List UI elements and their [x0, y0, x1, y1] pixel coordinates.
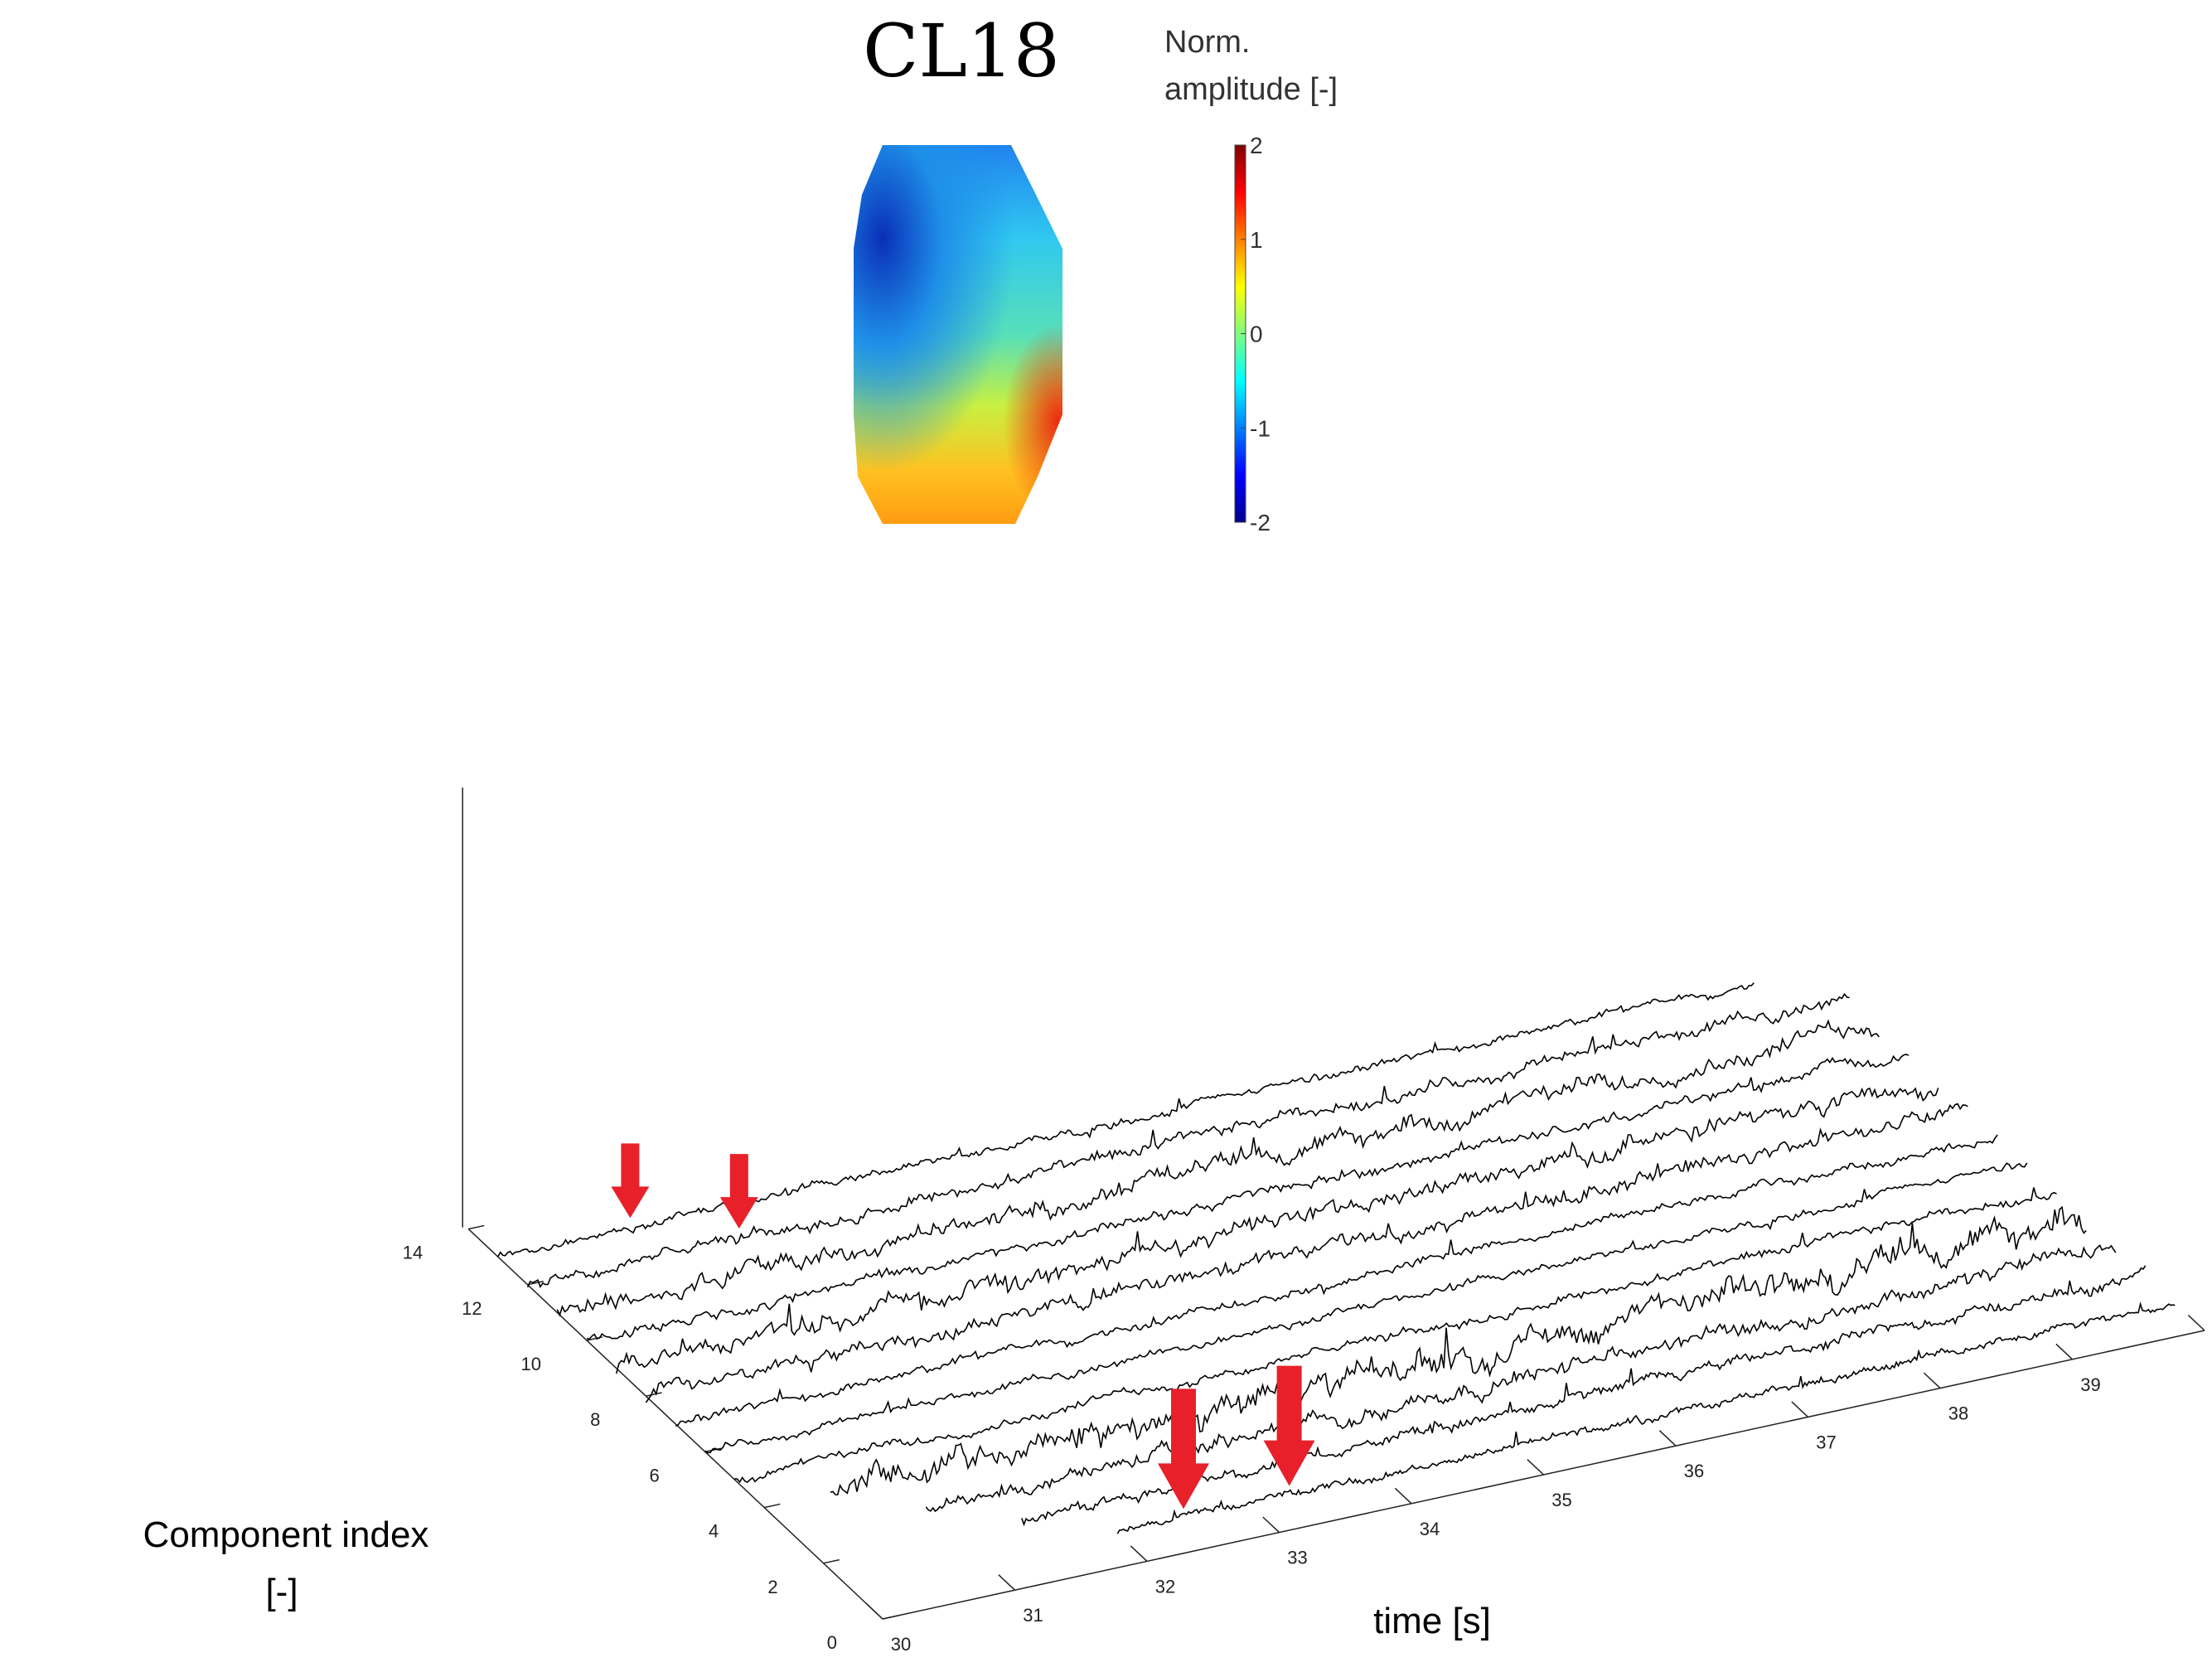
x-tick [1394, 1487, 1412, 1505]
colorbar-tick-label: -2 [1250, 510, 1271, 536]
y-axis-line [467, 1229, 883, 1620]
component-trace [734, 1187, 2057, 1484]
x-tick [1658, 1430, 1677, 1447]
component-trace [615, 1087, 1939, 1374]
component-trace [925, 1243, 2117, 1513]
y-tick-label: 12 [462, 1298, 482, 1319]
x-tick-label: 36 [1684, 1461, 1704, 1481]
y-tick [527, 1280, 544, 1286]
colorbar-label-line1: Norm. [1164, 25, 1250, 60]
y-tick-label: 8 [590, 1409, 600, 1430]
component-trace [586, 1054, 1909, 1340]
chart-title: CL18 [863, 8, 1060, 94]
y-tick [823, 1558, 840, 1564]
component-trace [704, 1162, 2028, 1454]
red-arrow-marker [719, 1154, 758, 1229]
axes-3d: 303132333435363738394002468101214 [403, 788, 2205, 1655]
colorbar-tick-label: 2 [1250, 133, 1263, 158]
x-tick [998, 1574, 1016, 1591]
y-tick [704, 1447, 722, 1453]
y-tick-label: 6 [650, 1465, 660, 1485]
x-tick [1130, 1545, 1148, 1562]
y-axis-label-line1: Component index [143, 1514, 429, 1555]
colorbar-ticks: 2 1 0 -1 -2 [1241, 133, 1271, 536]
x-tick [865, 1602, 883, 1620]
y-axis-label-line2: [-] [265, 1572, 298, 1612]
y-tick [646, 1392, 662, 1397]
x-tick-label: 32 [1155, 1576, 1175, 1597]
x-tick-label: 33 [1287, 1548, 1307, 1568]
colorbar-tick-label: 0 [1250, 322, 1263, 347]
red-arrow-marker [1263, 1365, 1315, 1486]
event-markers [611, 1143, 1315, 1510]
x-tick-label: 39 [2080, 1374, 2100, 1395]
component-trace [1021, 1265, 2147, 1527]
y-tick-label: 14 [403, 1243, 423, 1263]
x-tick-label: 30 [891, 1634, 911, 1655]
x-tick-label: 35 [1551, 1490, 1571, 1510]
colorbar-label-line2: amplitude [-] [1164, 72, 1338, 107]
x-tick [1262, 1516, 1280, 1534]
component-trace [675, 1134, 1998, 1427]
y-tick [468, 1224, 485, 1230]
component-trace [645, 1103, 1968, 1403]
x-tick-label: 31 [1023, 1605, 1043, 1626]
y-tick [882, 1615, 899, 1620]
colorbar-tick-label: -1 [1250, 415, 1271, 441]
x-tick [1527, 1458, 1545, 1476]
component-trace [526, 992, 1850, 1289]
component-trace [830, 1205, 2087, 1496]
y-tick [764, 1503, 781, 1509]
x-tick [1923, 1372, 1941, 1389]
colorbar-tick-label: 1 [1250, 227, 1263, 253]
red-arrow-marker [611, 1143, 650, 1219]
x-tick [1791, 1401, 1809, 1418]
component-trace [556, 1019, 1880, 1317]
red-arrow-marker [1158, 1388, 1209, 1510]
y-tick-label: 2 [767, 1577, 777, 1597]
x-tick-label: 37 [1816, 1432, 1836, 1452]
x-axis-label: time [s] [1373, 1601, 1491, 1641]
component-trace [497, 982, 1755, 1258]
y-tick-label: 4 [709, 1521, 719, 1542]
x-tick [2055, 1343, 2074, 1360]
y-tick-label: 10 [521, 1354, 541, 1374]
x-tick-label: 38 [1948, 1403, 1968, 1424]
y-tick-label: 0 [827, 1632, 837, 1653]
topographic-map [854, 145, 1062, 524]
component-trace [1116, 1301, 2176, 1534]
x-tick-label: 34 [1420, 1519, 1440, 1539]
component-traces [497, 982, 2176, 1534]
x-tick [2187, 1314, 2205, 1331]
